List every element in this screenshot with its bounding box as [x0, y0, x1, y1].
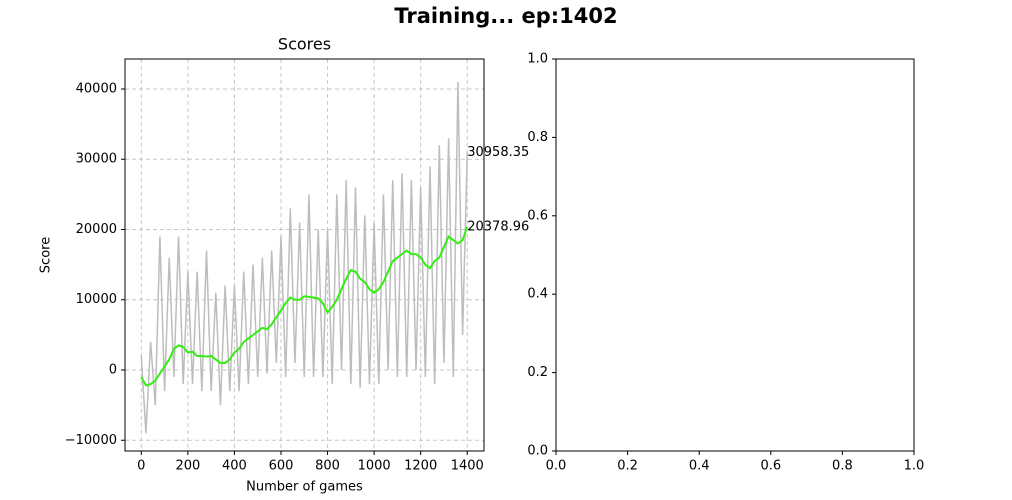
axes-frame: [555, 58, 915, 452]
y-tick-label: −10000: [65, 433, 117, 448]
y-tick-label: 0.6: [527, 208, 548, 223]
x-tick-label: 0.6: [760, 459, 781, 474]
y-tick-label: 0.2: [527, 365, 548, 380]
x-tick-label: 0.0: [546, 459, 567, 474]
y-tick-label: 0.8: [527, 130, 548, 145]
x-tick-label: 1.0: [904, 459, 925, 474]
x-axis-label: Number of games: [246, 480, 363, 495]
x-tick-label: 600: [269, 459, 294, 474]
y-tick-label: 10000: [76, 292, 117, 307]
end-label: 30958.35: [467, 145, 529, 160]
x-tick-label: 1200: [404, 459, 437, 474]
y-tick-label: 0: [109, 363, 117, 378]
axes-frame: [124, 58, 485, 452]
y-tick-label: 30000: [76, 152, 117, 167]
x-tick-label: 0: [137, 459, 145, 474]
series-line: [140, 226, 469, 387]
x-tick-label: 1400: [451, 459, 484, 474]
chart-title: Scores: [278, 35, 331, 54]
end-label: 20378.96: [467, 219, 529, 234]
series-line: [140, 81, 468, 434]
y-tick-label: 0.0: [527, 444, 548, 459]
y-tick-label: 1.0: [527, 52, 548, 67]
y-tick-label: 20000: [76, 222, 117, 237]
x-tick-label: 0.2: [617, 459, 638, 474]
y-tick-label: 0.4: [527, 287, 548, 302]
x-tick-label: 800: [315, 459, 340, 474]
y-axis-label: Score: [39, 237, 54, 273]
x-tick-label: 0.8: [832, 459, 853, 474]
x-tick-label: 0.4: [689, 459, 710, 474]
figure-title: Training... ep:1402: [394, 4, 617, 28]
x-tick-label: 200: [175, 459, 200, 474]
y-tick-label: 40000: [76, 81, 117, 96]
x-tick-label: 400: [222, 459, 247, 474]
x-tick-label: 1000: [358, 459, 391, 474]
